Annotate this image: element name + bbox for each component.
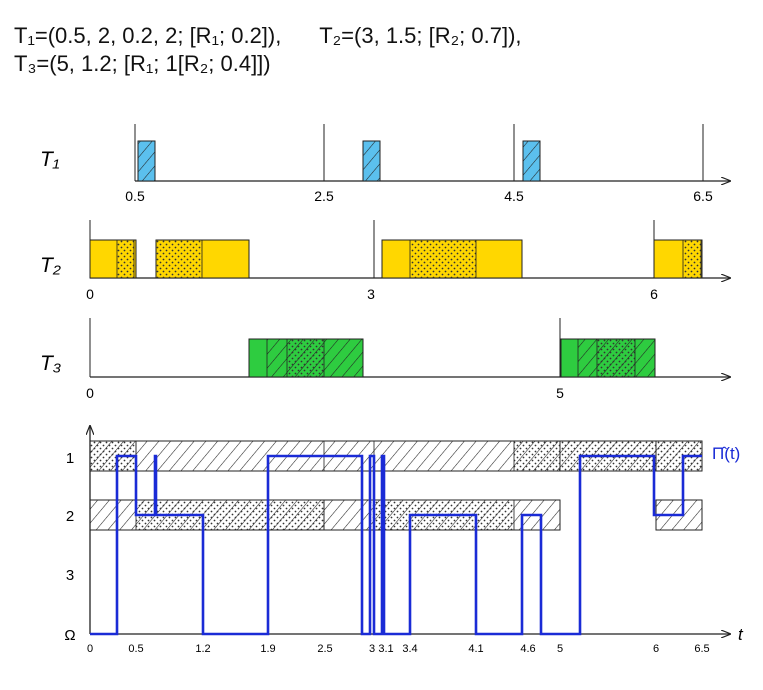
resource-tick-label: 2.5 — [317, 643, 332, 655]
resource-tick-label: 3.1 — [378, 643, 393, 655]
t1-job — [137, 140, 156, 182]
resource-tick-label: 5 — [557, 643, 563, 655]
t2-definition: T₂=(3, 1.5; [R₂; 0.7]), — [319, 23, 522, 48]
t1-tick-label: 6.5 — [693, 188, 713, 204]
header-line-1: T₁=(0.5, 2, 0.2, 2; [R₁; 0.2]), T₂=(3, 1… — [14, 22, 522, 50]
resource-tick-label: 1.9 — [260, 643, 275, 655]
resource-tick-label: 6 — [653, 643, 659, 655]
t2-job — [653, 239, 703, 279]
resource-tick-label: 3 — [369, 643, 375, 655]
t2-job — [381, 239, 523, 279]
resource-tick-label: 4.1 — [468, 643, 483, 655]
t3-tick-label: 5 — [556, 385, 564, 401]
pi-hat-label: Π̂(t) — [712, 444, 740, 463]
t2-row-label: T₂ — [40, 254, 61, 277]
t1-job — [522, 140, 541, 182]
t3-job — [248, 338, 364, 378]
task-definitions-header: T₁=(0.5, 2, 0.2, 2; [R₁; 0.2]), T₂=(3, 1… — [14, 14, 754, 94]
t1-definition: T₁=(0.5, 2, 0.2, 2; [R₁; 0.2]), — [14, 23, 282, 48]
resource-tick-label: 0.5 — [128, 643, 143, 655]
resource-tick-label: 0 — [87, 643, 93, 655]
t3-tick-label: 0 — [86, 385, 94, 401]
resource-level-label: 2 — [66, 508, 74, 525]
resource-tick-label: 1.2 — [195, 643, 210, 655]
resource-tick-label: 4.6 — [520, 643, 535, 655]
t3-definition: T₃=(5, 1.2; [R₁; 1[R₂; 0.4]]) — [14, 51, 271, 76]
resource-level-label: Ω — [64, 627, 75, 644]
resource-level-label: 1 — [66, 450, 74, 467]
t1-timeline: T₁ 0.5 2.5 4.5 6.5 — [40, 124, 730, 204]
pi-hat-curve — [90, 454, 702, 636]
t3-row-label: T₃ — [40, 352, 61, 375]
t1-tick-label: 0.5 — [125, 188, 145, 204]
t1-tick-label: 2.5 — [314, 188, 334, 204]
resource-level-label: 3 — [66, 567, 74, 584]
t2-timeline: T₂ 0 3 6 — [40, 220, 730, 302]
t1-job — [362, 140, 381, 182]
time-axis-label: t — [738, 625, 744, 644]
t1-row-label: T₁ — [40, 148, 60, 171]
t3-job — [560, 338, 656, 378]
t2-tick-label: 0 — [86, 286, 94, 302]
t2-tick-label: 6 — [650, 286, 658, 302]
t2-job — [155, 239, 250, 279]
t1-tick-label: 4.5 — [504, 188, 524, 204]
resource-tick-label: 6.5 — [694, 643, 709, 655]
t2-tick-label: 3 — [367, 286, 375, 302]
resource-chart: 1 2 3 Ω t 0 0.5 1.2 1.9 2.5 3 3.1 3.4 4.… — [64, 426, 744, 655]
resource-tick-label: 3.4 — [402, 643, 417, 655]
t2-job — [89, 239, 137, 279]
t3-timeline: T₃ 0 5 — [40, 318, 730, 401]
